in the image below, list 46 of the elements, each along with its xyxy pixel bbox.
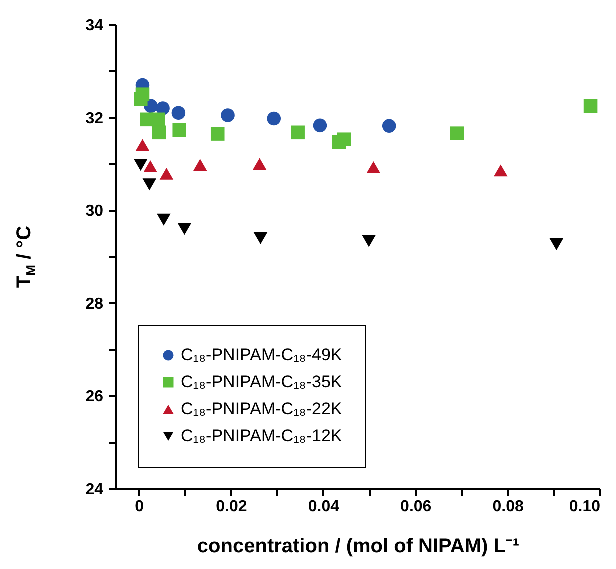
point xyxy=(450,126,464,140)
point xyxy=(134,159,148,172)
x-tick-label: 0.06 xyxy=(400,498,432,516)
point xyxy=(221,108,235,122)
point xyxy=(178,223,192,236)
legend-label: C₁₈-PNIPAM-C₁₈-49K xyxy=(181,346,343,364)
point xyxy=(142,178,157,191)
point xyxy=(550,238,564,250)
point xyxy=(210,127,225,141)
point xyxy=(337,132,352,146)
y-tick-label: 30 xyxy=(86,203,104,220)
point xyxy=(291,126,305,140)
point xyxy=(313,118,328,133)
y-tick-label: 26 xyxy=(86,388,104,406)
x-axis-title: concentration / (mol of NIPAM) L⁻¹ xyxy=(197,536,520,558)
y-tick-label: 34 xyxy=(86,18,104,34)
point xyxy=(157,214,171,226)
point xyxy=(252,158,267,170)
y-tick-label: 28 xyxy=(86,296,104,313)
legend-label: C₁₈-PNIPAM-C₁₈-22K xyxy=(181,400,343,418)
point xyxy=(152,112,166,127)
y-tick-label: 24 xyxy=(86,482,104,498)
x-tick-label: 0.04 xyxy=(308,498,340,516)
y-tick-label: 32 xyxy=(86,110,104,128)
point xyxy=(160,168,174,180)
point xyxy=(362,235,376,248)
x-tick-label: 0.10 xyxy=(569,498,601,516)
point xyxy=(382,119,396,134)
x-tick-label: 0.08 xyxy=(492,498,524,516)
point xyxy=(494,164,508,177)
point xyxy=(254,232,268,244)
x-tick-label: 0 xyxy=(135,498,144,516)
point xyxy=(144,160,158,172)
point xyxy=(366,161,381,174)
legend-label: C₁₈-PNIPAM-C₁₈-12K xyxy=(181,426,343,446)
point xyxy=(193,159,208,172)
legend-label: C₁₈-PNIPAM-C₁₈-35K xyxy=(181,372,343,392)
point xyxy=(172,106,186,120)
point xyxy=(172,123,187,138)
point xyxy=(136,139,150,152)
point xyxy=(584,99,598,114)
point xyxy=(152,126,166,140)
point xyxy=(156,102,170,116)
point xyxy=(267,112,281,126)
x-tick-label: 0.02 xyxy=(216,498,248,516)
point xyxy=(136,88,150,102)
